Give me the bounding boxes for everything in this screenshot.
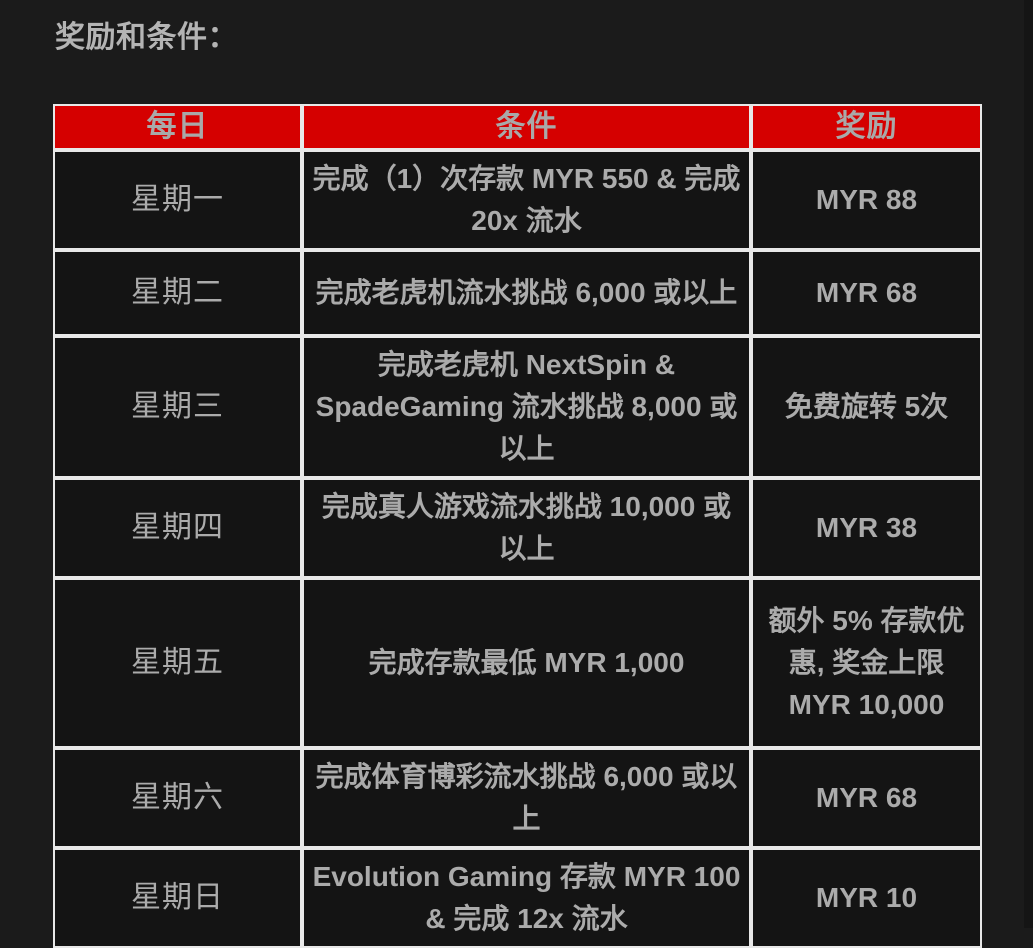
cell-condition: 完成存款最低 MYR 1,000 — [302, 578, 751, 748]
table-row: 星期三 完成老虎机 NextSpin & SpadeGaming 流水挑战 8,… — [53, 336, 982, 478]
cell-reward: MYR 10 — [751, 848, 982, 948]
table-row: 星期六 完成体育博彩流水挑战 6,000 或以上 MYR 68 — [53, 748, 982, 848]
cell-condition: 完成（1）次存款 MYR 550 & 完成 20x 流水 — [302, 150, 751, 250]
cell-reward: 额外 5% 存款优惠, 奖金上限 MYR 10,000 — [751, 578, 982, 748]
column-header-reward: 奖励 — [751, 104, 982, 150]
column-header-condition: 条件 — [302, 104, 751, 150]
table-header-row: 每日 条件 奖励 — [53, 104, 982, 150]
table-body: 星期一 完成（1）次存款 MYR 550 & 完成 20x 流水 MYR 88 … — [53, 150, 982, 948]
cell-reward: MYR 88 — [751, 150, 982, 250]
page-title: 奖励和条件： — [55, 21, 238, 54]
cell-day: 星期六 — [53, 748, 302, 848]
table-row: 星期五 完成存款最低 MYR 1,000 额外 5% 存款优惠, 奖金上限 MY… — [53, 578, 982, 748]
cell-day: 星期四 — [53, 478, 302, 578]
promo-page: 奖励和条件： 每日 条件 奖励 星期一 完成（1）次存款 MYR 550 & 完… — [53, 0, 1033, 948]
cell-reward: MYR 68 — [751, 748, 982, 848]
cell-reward: MYR 68 — [751, 250, 982, 336]
rewards-and-conditions-table: 每日 条件 奖励 星期一 完成（1）次存款 MYR 550 & 完成 20x 流… — [53, 104, 982, 948]
cell-reward: MYR 38 — [751, 478, 982, 578]
cell-day: 星期一 — [53, 150, 302, 250]
table-header: 每日 条件 奖励 — [53, 104, 982, 150]
table-row: 星期一 完成（1）次存款 MYR 550 & 完成 20x 流水 MYR 88 — [53, 150, 982, 250]
cell-condition: 完成老虎机流水挑战 6,000 或以上 — [302, 250, 751, 336]
table-row: 星期四 完成真人游戏流水挑战 10,000 或以上 MYR 38 — [53, 478, 982, 578]
table-row: 星期日 Evolution Gaming 存款 MYR 100 & 完成 12x… — [53, 848, 982, 948]
cell-day: 星期三 — [53, 336, 302, 478]
column-header-day: 每日 — [53, 104, 302, 150]
page-right-gutter — [1024, 0, 1033, 928]
cell-day: 星期五 — [53, 578, 302, 748]
cell-condition: 完成体育博彩流水挑战 6,000 或以上 — [302, 748, 751, 848]
cell-condition: 完成真人游戏流水挑战 10,000 或以上 — [302, 478, 751, 578]
table-row: 星期二 完成老虎机流水挑战 6,000 或以上 MYR 68 — [53, 250, 982, 336]
cell-day: 星期日 — [53, 848, 302, 948]
cell-day: 星期二 — [53, 250, 302, 336]
cell-condition: Evolution Gaming 存款 MYR 100 & 完成 12x 流水 — [302, 848, 751, 948]
cell-condition: 完成老虎机 NextSpin & SpadeGaming 流水挑战 8,000 … — [302, 336, 751, 478]
cell-reward: 免费旋转 5次 — [751, 336, 982, 478]
